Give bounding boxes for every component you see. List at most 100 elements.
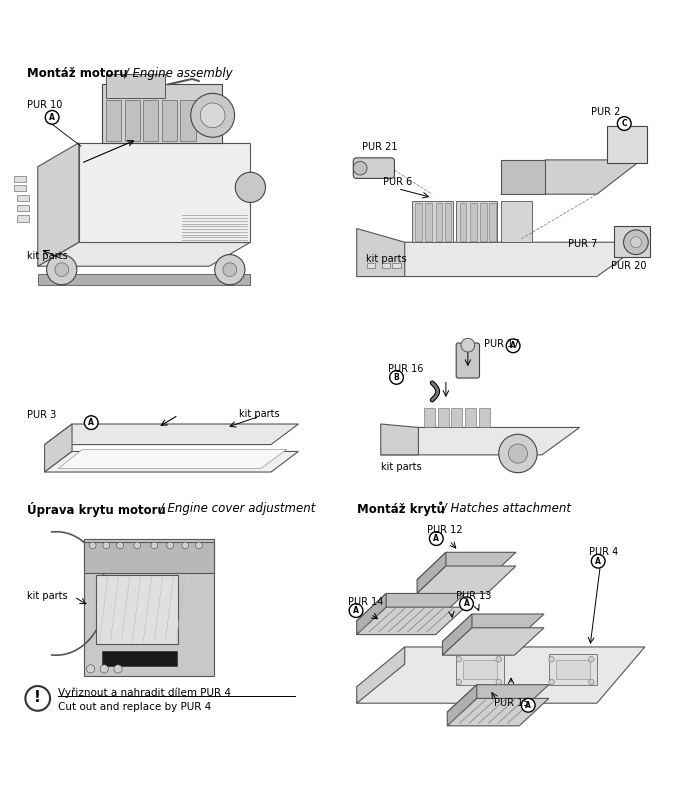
Circle shape — [235, 172, 265, 202]
Text: PUR 7: PUR 7 — [568, 238, 598, 249]
FancyBboxPatch shape — [84, 542, 214, 573]
Circle shape — [589, 679, 594, 685]
Text: / Engine cover adjustment: / Engine cover adjustment — [156, 502, 316, 514]
Circle shape — [508, 444, 528, 463]
Circle shape — [461, 338, 475, 352]
Circle shape — [496, 657, 501, 662]
Polygon shape — [357, 594, 386, 634]
Text: PUR 15: PUR 15 — [494, 698, 530, 708]
Text: PUR 16: PUR 16 — [388, 364, 423, 374]
Circle shape — [617, 117, 631, 130]
Polygon shape — [58, 450, 287, 469]
Circle shape — [114, 665, 122, 673]
Polygon shape — [357, 229, 405, 277]
Circle shape — [499, 434, 537, 473]
Circle shape — [45, 110, 59, 124]
Text: A: A — [595, 557, 601, 566]
Circle shape — [549, 657, 554, 662]
Text: A: A — [464, 599, 469, 608]
FancyBboxPatch shape — [415, 203, 422, 241]
Circle shape — [200, 103, 225, 128]
Polygon shape — [38, 142, 79, 266]
Circle shape — [456, 679, 462, 685]
FancyBboxPatch shape — [102, 85, 222, 142]
FancyBboxPatch shape — [17, 205, 29, 211]
Text: A: A — [525, 701, 531, 710]
Polygon shape — [38, 274, 250, 285]
Polygon shape — [417, 552, 446, 594]
FancyBboxPatch shape — [489, 203, 496, 241]
FancyBboxPatch shape — [14, 176, 26, 182]
FancyBboxPatch shape — [480, 203, 487, 241]
Polygon shape — [357, 242, 645, 277]
FancyBboxPatch shape — [382, 262, 390, 268]
Circle shape — [630, 237, 641, 248]
Text: A: A — [49, 113, 55, 122]
Circle shape — [456, 657, 462, 662]
Text: PUR 4: PUR 4 — [589, 547, 618, 558]
Text: / Engine assembly: / Engine assembly — [121, 66, 233, 80]
Circle shape — [55, 262, 69, 277]
Text: PUR 17: PUR 17 — [484, 338, 519, 349]
Text: A: A — [88, 418, 94, 427]
Circle shape — [589, 657, 594, 662]
FancyBboxPatch shape — [102, 651, 177, 666]
Circle shape — [521, 698, 535, 712]
Polygon shape — [357, 647, 645, 703]
Text: kit parts: kit parts — [366, 254, 407, 264]
FancyBboxPatch shape — [456, 654, 504, 685]
Polygon shape — [442, 614, 472, 655]
Circle shape — [134, 542, 141, 549]
Text: Úprava krytu motoru: Úprava krytu motoru — [27, 502, 166, 517]
FancyBboxPatch shape — [143, 99, 158, 141]
FancyBboxPatch shape — [470, 203, 477, 241]
Circle shape — [86, 665, 95, 673]
Circle shape — [215, 254, 245, 285]
Circle shape — [353, 162, 367, 175]
FancyBboxPatch shape — [106, 99, 121, 141]
FancyBboxPatch shape — [17, 195, 29, 201]
Polygon shape — [381, 427, 580, 455]
Text: A: A — [434, 534, 439, 543]
Circle shape — [89, 542, 96, 549]
Circle shape — [167, 542, 174, 549]
FancyBboxPatch shape — [456, 343, 480, 378]
Polygon shape — [501, 160, 641, 194]
Circle shape — [196, 542, 202, 549]
Text: PUR 3: PUR 3 — [27, 410, 57, 420]
FancyBboxPatch shape — [451, 408, 462, 427]
FancyBboxPatch shape — [425, 203, 432, 241]
FancyBboxPatch shape — [14, 185, 26, 190]
Polygon shape — [45, 424, 298, 445]
Circle shape — [549, 679, 554, 685]
Circle shape — [390, 370, 403, 384]
Text: kit parts: kit parts — [27, 251, 68, 261]
FancyBboxPatch shape — [162, 99, 177, 141]
Text: PUR 12: PUR 12 — [427, 526, 462, 535]
Circle shape — [151, 542, 158, 549]
FancyBboxPatch shape — [556, 660, 590, 679]
FancyBboxPatch shape — [436, 203, 442, 241]
Circle shape — [182, 542, 189, 549]
Circle shape — [117, 542, 123, 549]
Polygon shape — [447, 685, 477, 726]
FancyBboxPatch shape — [607, 126, 647, 163]
Text: kit parts: kit parts — [27, 590, 68, 601]
Polygon shape — [79, 142, 250, 242]
Text: PUR 10: PUR 10 — [27, 100, 63, 110]
Circle shape — [100, 665, 108, 673]
Text: Montáž krytů: Montáž krytů — [357, 502, 445, 516]
FancyBboxPatch shape — [463, 660, 497, 679]
FancyBboxPatch shape — [614, 226, 650, 258]
Polygon shape — [381, 424, 418, 455]
Circle shape — [84, 416, 98, 430]
FancyBboxPatch shape — [17, 215, 29, 222]
FancyBboxPatch shape — [549, 654, 597, 685]
Polygon shape — [357, 647, 405, 703]
FancyBboxPatch shape — [0, 54, 686, 746]
FancyBboxPatch shape — [465, 408, 476, 427]
FancyBboxPatch shape — [392, 262, 401, 268]
Polygon shape — [417, 552, 516, 580]
Text: PUR 13: PUR 13 — [456, 590, 492, 601]
Text: A: A — [353, 606, 359, 615]
